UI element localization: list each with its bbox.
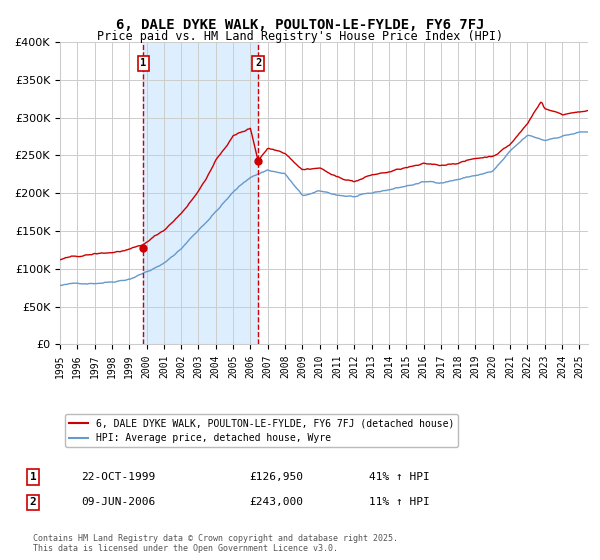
Text: 6, DALE DYKE WALK, POULTON-LE-FYLDE, FY6 7FJ: 6, DALE DYKE WALK, POULTON-LE-FYLDE, FY6… <box>116 18 484 32</box>
Text: 1: 1 <box>29 472 37 482</box>
Text: Price paid vs. HM Land Registry's House Price Index (HPI): Price paid vs. HM Land Registry's House … <box>97 30 503 43</box>
Text: £243,000: £243,000 <box>249 497 303 507</box>
Text: Contains HM Land Registry data © Crown copyright and database right 2025.
This d: Contains HM Land Registry data © Crown c… <box>33 534 398 553</box>
Text: 09-JUN-2006: 09-JUN-2006 <box>81 497 155 507</box>
Text: 41% ↑ HPI: 41% ↑ HPI <box>369 472 430 482</box>
Text: 2: 2 <box>255 58 261 68</box>
Text: 2: 2 <box>29 497 37 507</box>
Legend: 6, DALE DYKE WALK, POULTON-LE-FYLDE, FY6 7FJ (detached house), HPI: Average pric: 6, DALE DYKE WALK, POULTON-LE-FYLDE, FY6… <box>65 414 458 447</box>
Bar <box>143 42 258 344</box>
Text: 22-OCT-1999: 22-OCT-1999 <box>81 472 155 482</box>
Text: 1: 1 <box>140 58 146 68</box>
Text: 11% ↑ HPI: 11% ↑ HPI <box>369 497 430 507</box>
Text: £126,950: £126,950 <box>249 472 303 482</box>
